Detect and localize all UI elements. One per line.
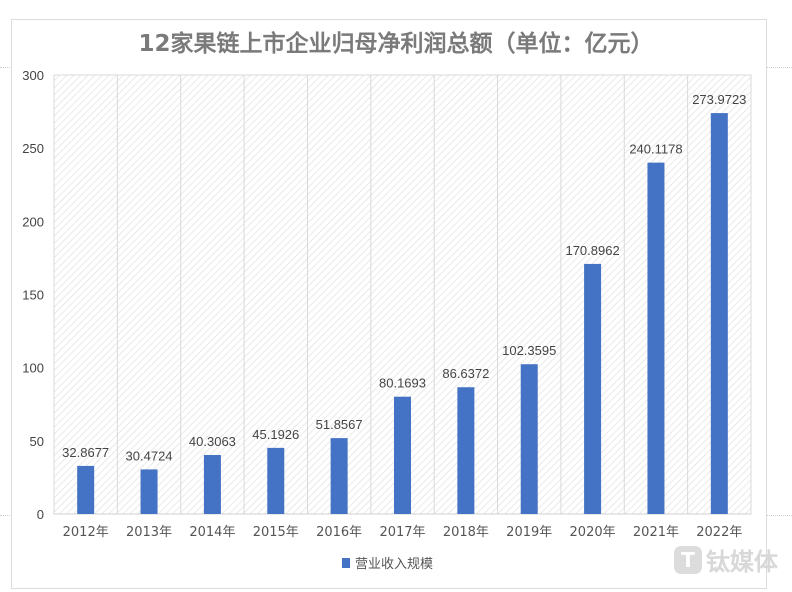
- y-tick-label: 300: [22, 68, 44, 83]
- x-tick-label: 2019年: [506, 525, 552, 540]
- chart-title: 12家果链上市企业归母净利润总额（单位：亿元）: [138, 31, 654, 57]
- y-tick-label: 150: [22, 288, 44, 303]
- legend-swatch: [342, 558, 350, 568]
- watermark: T 钛媒体: [674, 542, 778, 577]
- bar: [394, 396, 411, 514]
- x-tick-label: 2014年: [189, 525, 235, 540]
- data-label: 102.3595: [502, 343, 556, 358]
- bar: [330, 438, 348, 514]
- data-label: 240.1178: [629, 142, 682, 157]
- data-label: 40.3063: [189, 434, 236, 449]
- bar: [584, 263, 602, 514]
- data-label: 30.4724: [126, 448, 173, 463]
- bar: [520, 364, 538, 514]
- y-tick-label: 0: [37, 507, 44, 522]
- x-tick-label: 2013年: [126, 525, 172, 540]
- bar: [77, 465, 95, 514]
- y-tick-label: 250: [22, 141, 44, 156]
- x-tick-label: 2018年: [443, 525, 489, 540]
- watermark-text: 钛媒体: [706, 548, 778, 576]
- x-tick-label: 2017年: [379, 525, 425, 540]
- bar: [267, 447, 285, 514]
- y-tick-label: 50: [30, 434, 44, 449]
- x-tick-label: 2020年: [570, 525, 616, 540]
- bar: [140, 469, 158, 514]
- x-tick-label: 2012年: [63, 525, 109, 540]
- x-tick-label: 2022年: [696, 525, 742, 540]
- bar: [203, 455, 221, 514]
- data-label: 273.9723: [692, 92, 746, 107]
- watermark-logo-icon: T: [674, 545, 702, 574]
- x-tick-label: 2021年: [633, 525, 679, 540]
- data-label: 170.8962: [565, 243, 619, 258]
- legend-label: 营业收入规模: [355, 557, 433, 572]
- data-label: 80.1693: [379, 376, 426, 391]
- y-tick-label: 200: [22, 214, 44, 229]
- x-tick-label: 2015年: [253, 525, 299, 540]
- y-tick-label: 100: [22, 361, 44, 376]
- data-label: 86.6372: [442, 366, 489, 381]
- data-label: 32.8677: [62, 445, 109, 460]
- x-tick-label: 2016年: [316, 525, 362, 540]
- bar: [647, 162, 665, 514]
- bar: [457, 387, 475, 514]
- bar: [710, 113, 728, 514]
- data-label: 51.8567: [316, 417, 363, 432]
- data-label: 45.1926: [252, 427, 299, 442]
